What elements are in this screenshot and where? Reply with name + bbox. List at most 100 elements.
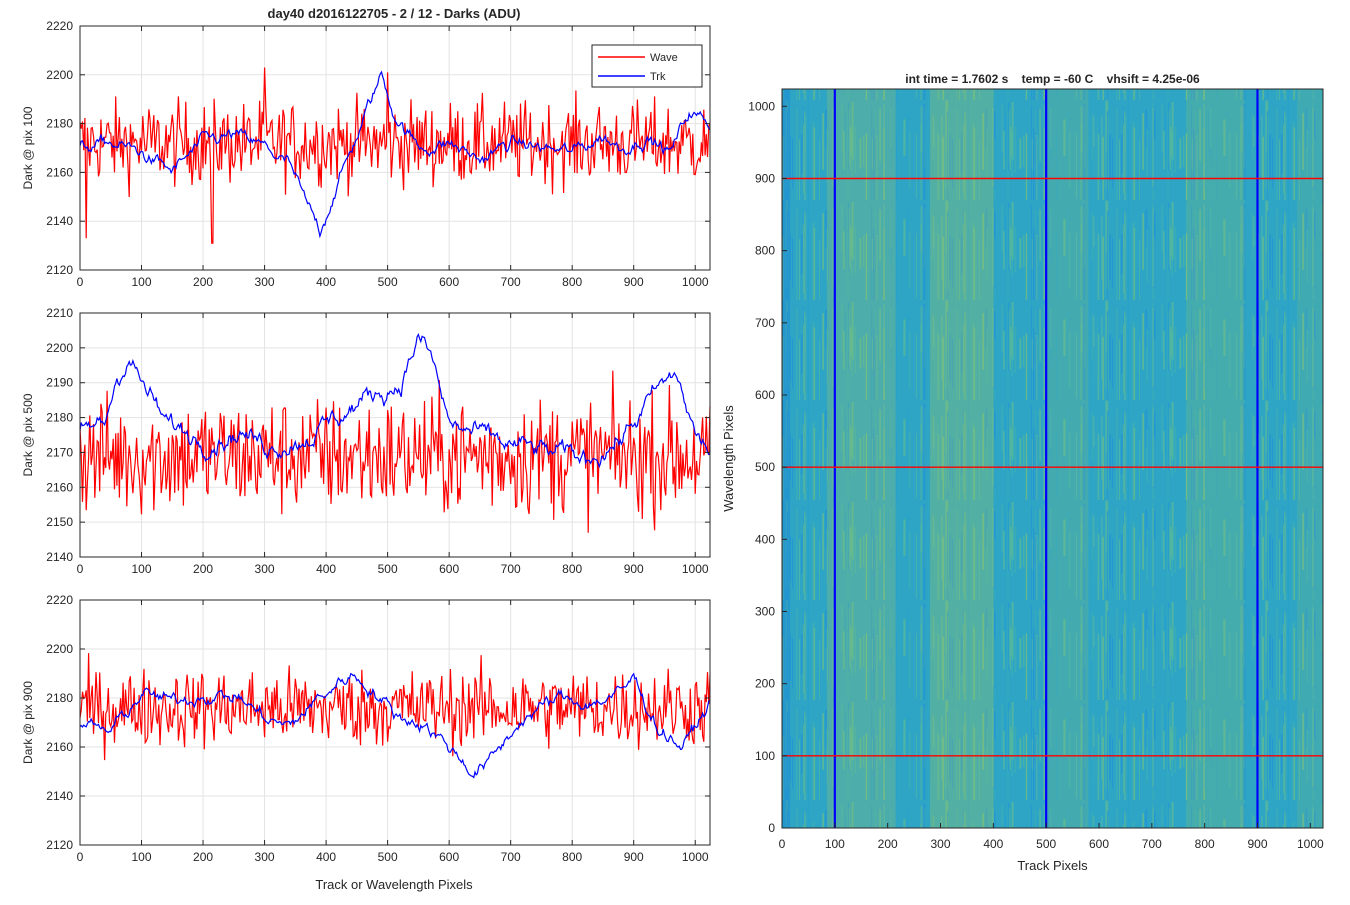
y-tick-label: 2200 <box>46 68 73 82</box>
axes-box <box>79 25 711 271</box>
x-tick-label: 900 <box>1247 837 1267 851</box>
panels: 0 100 200 300 400 500 600 700 800 900 100021202140… <box>21 19 711 864</box>
y-tick-label: 200 <box>755 677 775 691</box>
x-tick-label: 700 <box>501 275 521 289</box>
y-axis-label: Dark @ pix 500 <box>21 393 35 476</box>
y-tick-label: 2160 <box>46 480 73 494</box>
x-tick-label: 300 <box>255 850 275 864</box>
y-tick-label: 2120 <box>46 838 73 852</box>
x-tick-label: 100 <box>132 562 152 576</box>
x-tick-label: 800 <box>1195 837 1215 851</box>
x-tick-label: 1000 <box>682 562 709 576</box>
x-tick-label: 300 <box>255 562 275 576</box>
x-tick-label: 200 <box>193 850 213 864</box>
x-tick-label: 200 <box>193 275 213 289</box>
series-line-trk <box>79 672 711 779</box>
x-tick-label: 500 <box>378 562 398 576</box>
x-tick-label: 200 <box>878 837 898 851</box>
y-tick-label: 2210 <box>46 306 73 320</box>
y-tick-label: 500 <box>755 460 775 474</box>
y-tick-label: 2180 <box>46 411 73 425</box>
x-tick-label: 0 <box>77 275 84 289</box>
x-tick-label: 0 <box>77 562 84 576</box>
x-tick-label: 300 <box>930 837 950 851</box>
x-tick-label: 900 <box>624 275 644 289</box>
x-tick-label: 400 <box>316 850 336 864</box>
x-axis-label: Track or Wavelength Pixels <box>315 877 473 892</box>
heatmap-band <box>929 89 994 828</box>
x-tick-label: 700 <box>1142 837 1162 851</box>
heatmap-band <box>1297 89 1324 828</box>
series-line-wave <box>79 653 711 761</box>
y-tick-label: 800 <box>755 244 775 258</box>
y-tick-label: 2180 <box>46 691 73 705</box>
line-panel-1: 0 100 200 300 400 500 600 700 800 900 1000 2120 2140… <box>21 19 711 289</box>
series-line-trk <box>79 332 711 469</box>
y-axis-label: Dark @ pix 900 <box>21 681 35 764</box>
y-tick-label: 400 <box>755 532 775 546</box>
legend-box <box>591 44 703 88</box>
x-tick-label: 500 <box>378 850 398 864</box>
series-line-wave <box>79 370 711 533</box>
legend: Wave Trk <box>591 44 703 88</box>
x-tick-label: 200 <box>193 562 213 576</box>
y-axis-label: Dark @ pix 100 <box>21 106 35 189</box>
x-tick-label: 600 <box>439 850 459 864</box>
y-tick-label: 900 <box>755 171 775 185</box>
y-tick-label: 1000 <box>748 99 775 113</box>
x-tick-label: 900 <box>624 850 644 864</box>
x-tick-label: 700 <box>501 850 521 864</box>
x-tick-label: 100 <box>132 275 152 289</box>
y-tick-label: 2200 <box>46 642 73 656</box>
series-line-wave <box>79 67 711 244</box>
x-tick-label: 0 <box>77 850 84 864</box>
heatmap-panel: 0 100 200 300 400 500 600 700 800 900 1000 0 100 200 3… <box>721 72 1324 873</box>
y-tick-label: 2160 <box>46 740 73 754</box>
line-panel-3: 0 100 200 300 400 500 600 700 800 900 1000 2120 2140… <box>21 593 711 864</box>
plot-area <box>80 600 710 845</box>
y-tick-label: 2140 <box>46 214 73 228</box>
axes-box <box>79 599 711 846</box>
x-tick-label: 900 <box>624 562 644 576</box>
figure-title: day40 d2016122705 - 2 / 12 - Darks (ADU) <box>268 6 521 21</box>
x-tick-label: 400 <box>983 837 1003 851</box>
x-tick-label: 1000 <box>1297 837 1324 851</box>
x-tick-label: 400 <box>316 562 336 576</box>
x-tick-label: 800 <box>562 275 582 289</box>
axes-box <box>79 312 711 558</box>
y-tick-label: 0 <box>768 821 775 835</box>
y-tick-label: 2140 <box>46 550 73 564</box>
x-tick-label: 600 <box>439 562 459 576</box>
y-tick-label: 2140 <box>46 789 73 803</box>
heatmap-band <box>1186 89 1245 828</box>
x-tick-label: 600 <box>439 275 459 289</box>
x-tick-label: 1000 <box>682 850 709 864</box>
x-tick-label: 800 <box>562 850 582 864</box>
y-tick-label: 2200 <box>46 341 73 355</box>
heatmap-edge <box>782 89 790 828</box>
x-tick-label: 700 <box>501 562 521 576</box>
y-tick-label: 2180 <box>46 117 73 131</box>
heatmap-image <box>782 89 1323 828</box>
y-tick-label: 100 <box>755 749 775 763</box>
plot-area <box>80 313 710 557</box>
y-tick-label: 600 <box>755 388 775 402</box>
legend-label-trk: Trk <box>650 71 666 83</box>
heatmap-axes-box <box>781 88 1324 829</box>
x-tick-label: 500 <box>378 275 398 289</box>
heatmap-y-axis-label: Wavelength Pixels <box>721 405 736 512</box>
x-tick-label: 1000 <box>682 275 709 289</box>
x-tick-label: 800 <box>562 562 582 576</box>
line-panel-2: 0 100 200 300 400 500 600 700 800 900 1000 2140 2150… <box>21 306 711 576</box>
x-tick-label: 0 <box>779 837 786 851</box>
heatmap-band <box>826 89 896 828</box>
x-tick-label: 500 <box>1036 837 1056 851</box>
y-tick-label: 2150 <box>46 515 73 529</box>
x-tick-label: 600 <box>1089 837 1109 851</box>
x-tick-label: 300 <box>255 275 275 289</box>
y-tick-label: 700 <box>755 316 775 330</box>
heatmap-title: int time = 1.7602 s temp = -60 C vhsift … <box>905 72 1200 86</box>
series-line-trk <box>79 70 711 239</box>
